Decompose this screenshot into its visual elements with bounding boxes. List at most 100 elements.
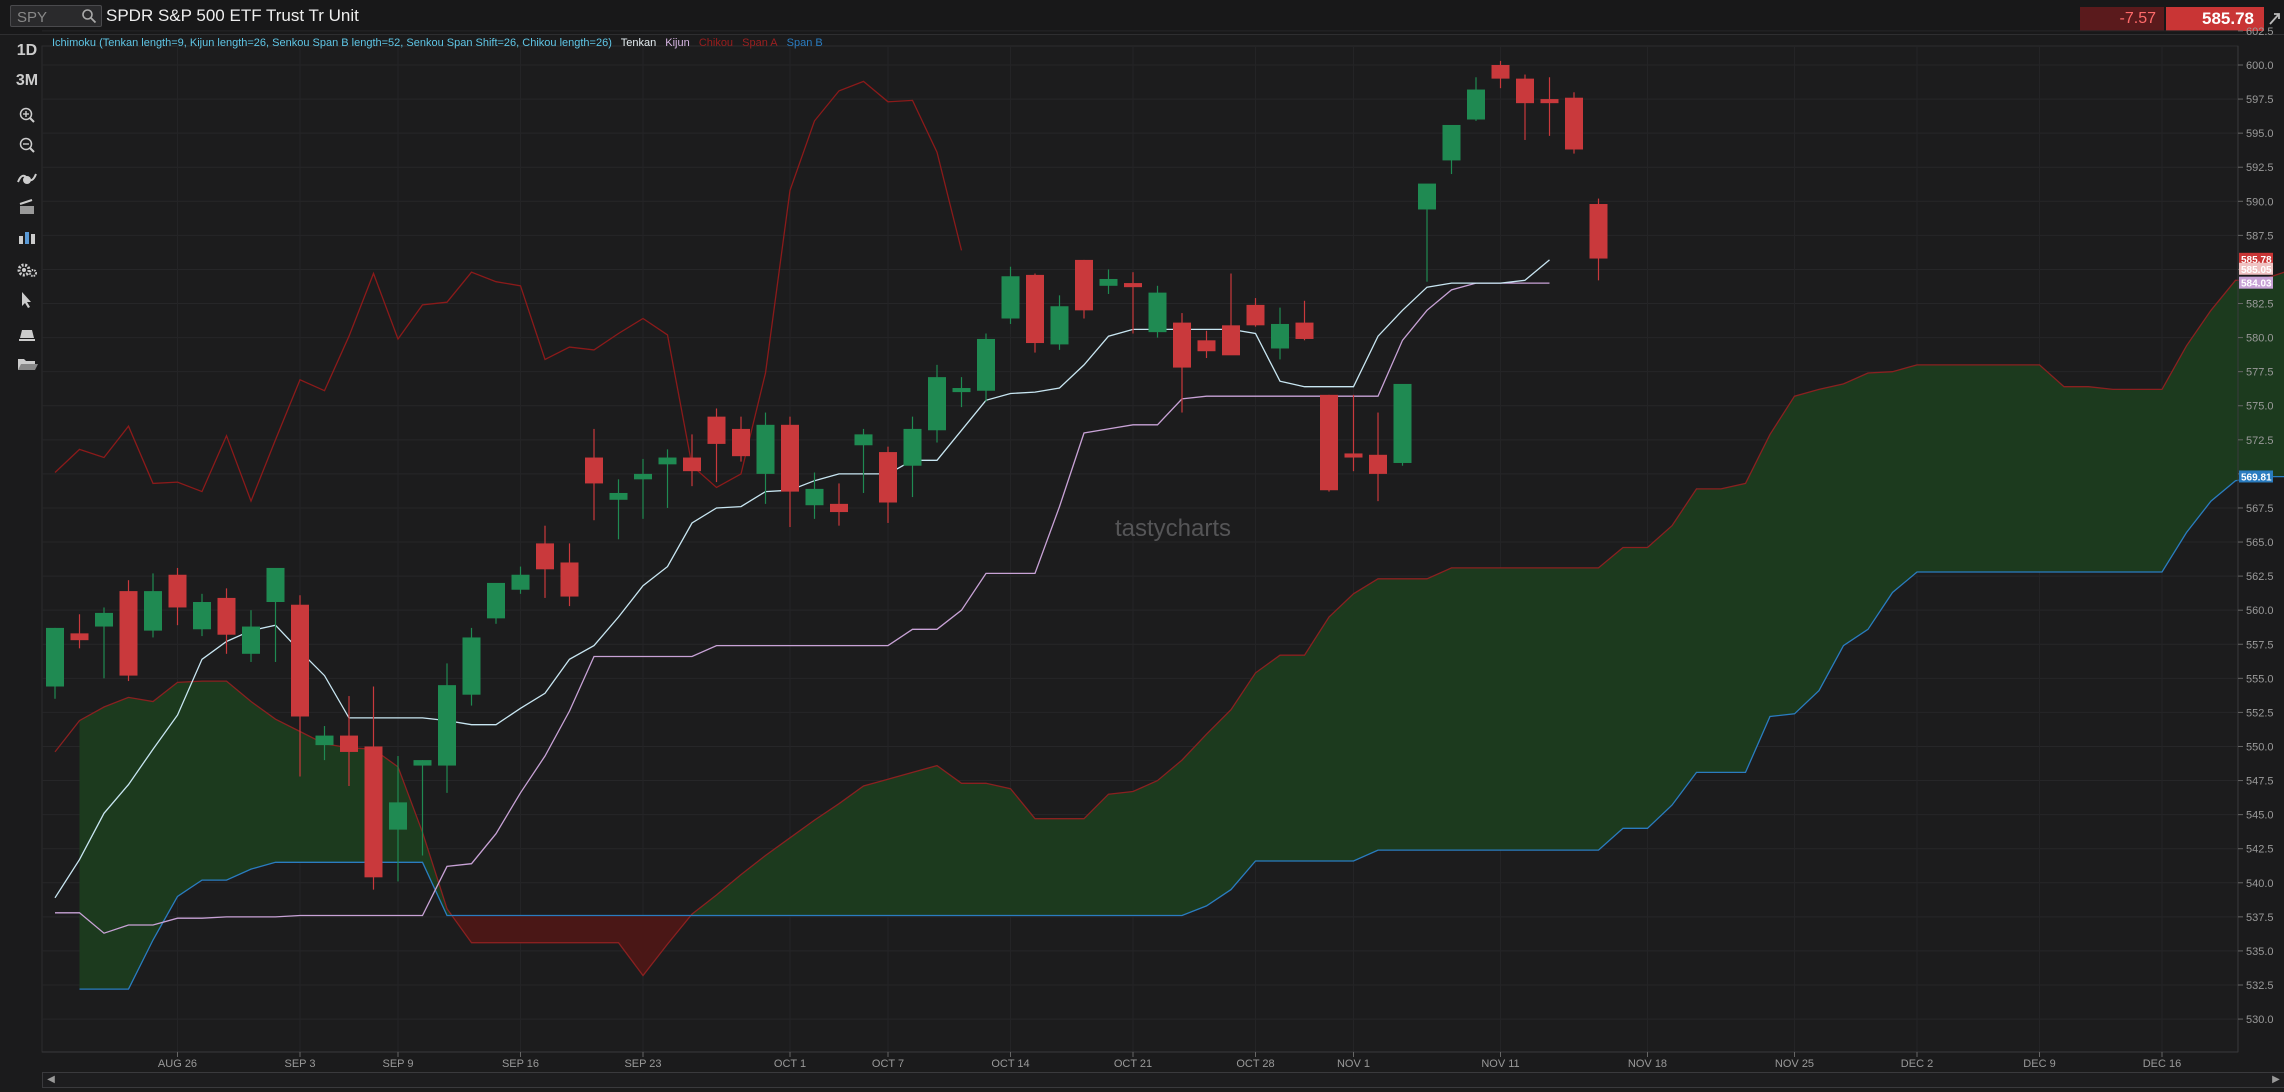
cloud-segment (2260, 272, 2284, 477)
candle-body (511, 574, 530, 590)
price-tick-label: 590.0 (2246, 196, 2274, 208)
candle-body (95, 612, 113, 627)
price-tick-label: 587.5 (2246, 230, 2274, 242)
candle-body (315, 735, 334, 746)
cloud-segment (1966, 364, 1991, 573)
cloud-segment (986, 783, 1011, 916)
timeframe-button[interactable]: 1D (16, 42, 38, 59)
candle-body (119, 591, 138, 676)
candle-body (1418, 183, 1436, 210)
cloud-segment (1206, 709, 1231, 906)
cloud-segment (2113, 389, 2138, 573)
layers-icon[interactable] (10, 324, 44, 344)
price-tick-label: 530.0 (2246, 1014, 2274, 1026)
price-tick-label: 562.5 (2246, 571, 2274, 583)
cloud-segment (888, 772, 913, 916)
time-tick-label: OCT 28 (1236, 1058, 1274, 1070)
candle-body (1148, 292, 1167, 333)
cloud-segment (128, 697, 153, 990)
cloud-segment (1745, 434, 1770, 773)
cloud-segment (1304, 617, 1329, 861)
cloud-segment (2015, 364, 2040, 573)
candle-body (1001, 276, 1020, 319)
folder-icon[interactable] (10, 354, 44, 374)
price-tick-label: 550.0 (2246, 741, 2274, 753)
cloud-segment (2039, 364, 2064, 573)
zoom-out-icon[interactable] (10, 136, 44, 154)
cloud-segment (912, 765, 937, 916)
span-b-legend: Span B (786, 37, 823, 49)
horizontal-scrollbar[interactable]: ◀ ▶ (42, 1072, 2284, 1088)
cloud-segment (814, 803, 839, 916)
cloud-segment (1500, 567, 1525, 851)
price-tick-label: 582.5 (2246, 299, 2274, 311)
candle-body (413, 760, 432, 766)
cloud-segment (177, 681, 202, 897)
zoom-in-icon[interactable] (10, 106, 44, 124)
expand-icon[interactable] (2268, 10, 2282, 26)
chart-type-icon[interactable] (10, 228, 44, 248)
candle-body (1369, 454, 1387, 474)
candle-body (854, 434, 873, 446)
cloud-segment (716, 874, 741, 916)
candle-body (193, 602, 211, 630)
candle-body (634, 473, 652, 480)
candle-body (952, 388, 971, 393)
cloud-segment (1598, 547, 1623, 851)
candle-body (1540, 99, 1559, 104)
candle-body (1516, 78, 1534, 104)
cloud-segment (1990, 364, 2015, 573)
candle-body (781, 424, 799, 492)
chikou-legend: Chikou (698, 37, 734, 49)
cloud-segment (202, 681, 227, 881)
ichimoku-legend: Ichimoku (Tenkan length=9, Kijun length=… (52, 37, 612, 49)
cloud-segment (2235, 280, 2260, 481)
candle-body (683, 457, 701, 472)
price-label-badge (2239, 262, 2273, 275)
cloud-segment (2211, 280, 2236, 502)
price-tick-label: 555.0 (2246, 673, 2274, 685)
candle-body (1344, 453, 1363, 458)
cloud-segment (2186, 310, 2211, 533)
cursor-icon[interactable] (10, 290, 44, 310)
cloud-segment (1770, 396, 1795, 717)
studies-icon[interactable] (10, 168, 44, 188)
cloud-segment (1892, 364, 1917, 593)
cloud-segment (1280, 655, 1305, 861)
candle-body (291, 604, 309, 717)
candle-body (1246, 304, 1265, 326)
cloud-segment (1696, 488, 1721, 773)
scroll-right-icon[interactable]: ▶ (2272, 1074, 2280, 1085)
search-icon[interactable] (81, 8, 97, 24)
candle-body (609, 492, 628, 500)
time-tick-label: SEP 23 (624, 1058, 661, 1070)
cloud-segment (1647, 525, 1672, 829)
settings-icon[interactable] (10, 260, 44, 280)
price-tick-label: 567.5 (2246, 503, 2274, 515)
instrument-title: SPDR S&P 500 ETF Trust Tr Unit (106, 6, 359, 25)
candle-body (1124, 283, 1142, 288)
price-label-text: 585.78 (2241, 255, 2272, 266)
candle-body (70, 633, 89, 641)
cloud-segment (104, 697, 129, 990)
price-tick-label: 540.0 (2246, 878, 2274, 890)
cloud-segment (1231, 672, 1256, 890)
symbol-search-input[interactable]: SPY (10, 5, 102, 27)
candle-body (1173, 322, 1191, 368)
drawings-icon[interactable] (10, 198, 44, 218)
cloud-segment (1868, 371, 1893, 630)
scroll-left-icon[interactable]: ◀ (47, 1074, 55, 1085)
cloud-segment (2064, 386, 2089, 573)
candle-body (879, 452, 897, 503)
cloud-segment (937, 765, 962, 916)
time-tick-label: NOV 11 (1481, 1058, 1519, 1070)
candle-body (1197, 340, 1216, 352)
candle-body (168, 574, 187, 608)
time-tick-label: SEP 3 (285, 1058, 316, 1070)
left-toolbar: 1D 3M (10, 36, 44, 1076)
price-tick-label: 600.0 (2246, 60, 2274, 72)
chikou-line (54, 80, 963, 503)
range-button[interactable]: 3M (15, 72, 39, 89)
time-tick-label: OCT 14 (991, 1058, 1029, 1070)
